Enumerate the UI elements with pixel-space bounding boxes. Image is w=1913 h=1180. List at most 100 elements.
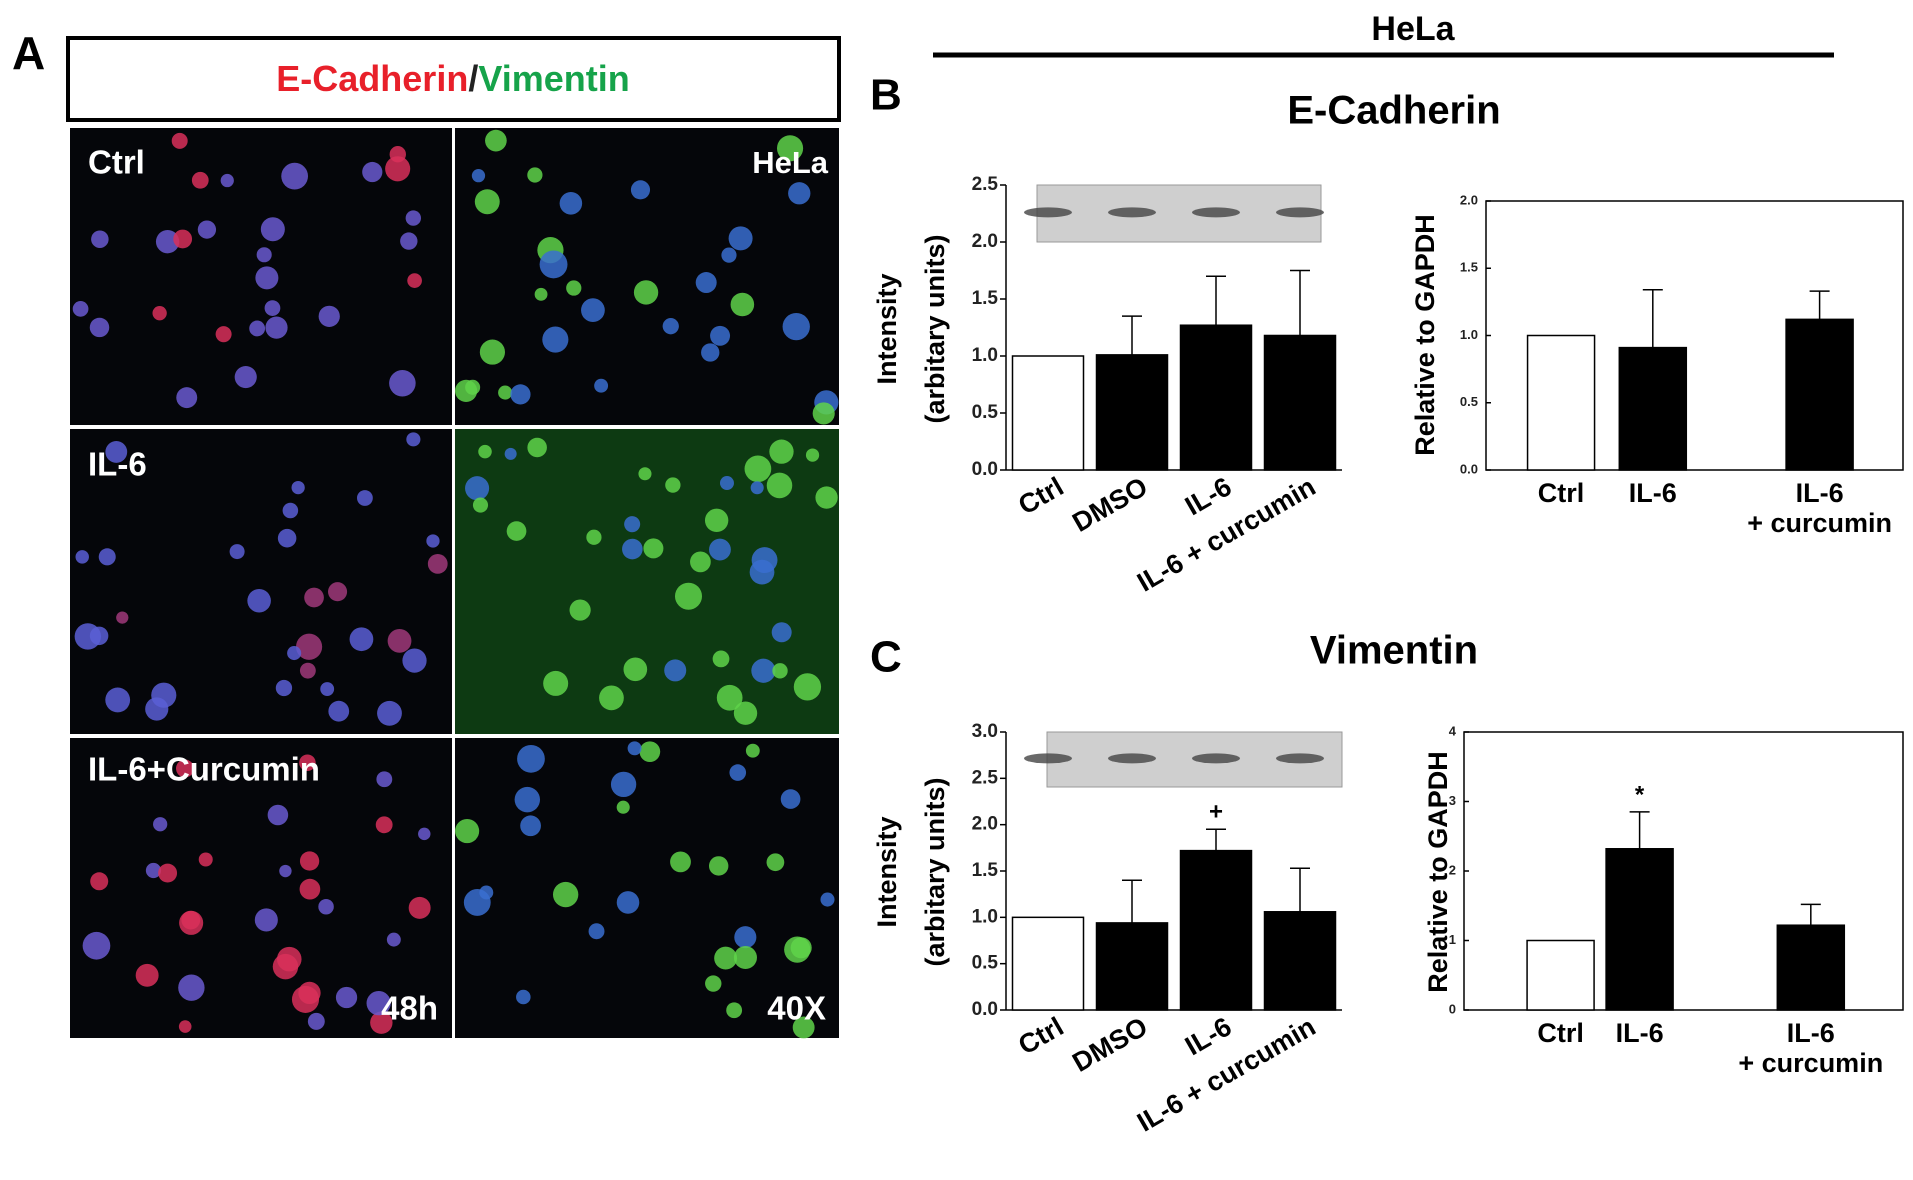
cell xyxy=(733,945,757,970)
cell xyxy=(719,476,734,491)
cell xyxy=(559,192,583,215)
cell xyxy=(455,818,480,844)
panel-title: E-Cadherin xyxy=(1287,89,1500,133)
cell xyxy=(539,250,568,279)
cell xyxy=(638,467,652,481)
x-tick-label: IL-6 xyxy=(1628,478,1677,508)
bar xyxy=(1263,334,1337,471)
cell xyxy=(387,628,412,653)
cell xyxy=(643,538,664,559)
cell xyxy=(304,587,324,608)
cell xyxy=(229,544,245,560)
cell xyxy=(581,298,605,323)
cell xyxy=(721,247,737,263)
cell xyxy=(281,162,309,190)
cell xyxy=(716,684,743,711)
cell xyxy=(173,229,193,249)
cell xyxy=(744,455,772,483)
cell xyxy=(478,444,492,459)
cell xyxy=(664,659,687,682)
x-tick-label-box: IL-6 + curcumin xyxy=(1747,478,1892,538)
cell xyxy=(730,292,755,317)
y-tick-label: 0.0 xyxy=(972,999,998,1020)
cell xyxy=(198,852,213,867)
title-red: E-Cadherin xyxy=(276,58,468,99)
cell xyxy=(366,991,391,1016)
y-tick-label: 0.5 xyxy=(972,402,999,423)
cell xyxy=(89,626,109,646)
cell xyxy=(805,448,820,462)
cell xyxy=(750,481,764,495)
cell xyxy=(328,582,348,602)
cell xyxy=(427,553,448,574)
y-tick-label: 0.0 xyxy=(1460,461,1478,476)
micrograph xyxy=(455,128,839,425)
cell xyxy=(812,402,835,425)
cell xyxy=(471,169,486,183)
cell xyxy=(220,173,234,188)
cell xyxy=(714,946,738,970)
cell xyxy=(790,937,812,959)
y-tick-label: 2.0 xyxy=(1460,192,1478,207)
cell xyxy=(89,317,110,338)
bar xyxy=(1526,334,1596,471)
cell xyxy=(674,582,703,610)
cell xyxy=(145,862,162,879)
cell xyxy=(792,1016,815,1039)
cell xyxy=(474,189,500,215)
cell xyxy=(408,896,431,919)
cell xyxy=(247,588,271,613)
cell xyxy=(627,741,642,756)
y-axis-label: (arbitary units) xyxy=(920,234,950,423)
blot-band xyxy=(1024,753,1072,764)
row-label: IL-6+Curcumin xyxy=(88,751,320,788)
cell xyxy=(299,851,320,871)
cell xyxy=(178,974,205,1001)
micrograph xyxy=(70,429,452,734)
cell xyxy=(376,771,393,788)
cell xyxy=(272,953,299,980)
bar xyxy=(1011,916,1085,1011)
cell xyxy=(275,679,293,697)
cell xyxy=(771,622,792,643)
cell xyxy=(318,305,340,327)
bar xyxy=(1605,848,1674,1011)
bar xyxy=(1179,324,1253,471)
y-axis-label: Relative to GAPDH xyxy=(1423,751,1453,993)
x-tick-label: IL-6 xyxy=(1615,1018,1664,1048)
cell xyxy=(705,975,722,992)
cell xyxy=(766,853,785,872)
cell xyxy=(633,280,659,305)
cell xyxy=(155,229,180,254)
y-tick-label: 2.5 xyxy=(972,174,999,195)
blot-band xyxy=(1192,207,1240,218)
x-tick-label-box: IL-6 xyxy=(1628,478,1677,508)
cell xyxy=(299,878,321,900)
cell xyxy=(362,161,383,183)
cell xyxy=(630,180,651,200)
cell xyxy=(463,889,491,916)
cell xyxy=(179,910,204,935)
cell xyxy=(712,650,730,668)
y-axis-label: Intensity xyxy=(872,273,902,384)
cell xyxy=(158,863,178,883)
cell xyxy=(178,1020,192,1033)
panel-label: C xyxy=(870,633,902,682)
cell xyxy=(377,700,402,726)
cell xyxy=(145,697,169,721)
cell xyxy=(299,754,316,772)
title-green: Vimentin xyxy=(478,58,629,99)
cell xyxy=(665,477,681,493)
cell xyxy=(356,490,373,506)
cell xyxy=(249,320,266,337)
bar xyxy=(1776,924,1846,1011)
cell xyxy=(616,891,640,914)
cell xyxy=(116,611,129,624)
cell xyxy=(610,771,637,798)
cell xyxy=(254,908,278,932)
cell xyxy=(517,744,545,773)
cell xyxy=(90,872,109,891)
x-tick-label: IL-6 + curcumin xyxy=(1738,1018,1884,1078)
bar xyxy=(1785,318,1854,471)
cell xyxy=(733,701,758,725)
